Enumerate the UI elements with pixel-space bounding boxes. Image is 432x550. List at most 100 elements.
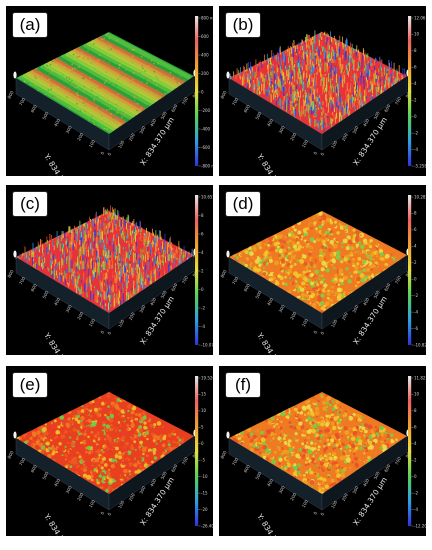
y-tick-label: 300 — [65, 485, 73, 495]
scale-tick-label: -400 — [201, 126, 211, 131]
panel-label: (e) — [12, 372, 48, 398]
y-tick-label: 300 — [65, 304, 73, 314]
y-tick-label: 800 — [6, 90, 14, 100]
y-tick-label: 100 — [301, 318, 309, 328]
scale-tick-label: -600 — [201, 145, 211, 150]
y-axis-title: Y: 834.370 µm — [42, 151, 79, 176]
scale-tick-label: 0 — [201, 89, 204, 94]
scale-tick-label: 12.061 µm — [414, 15, 426, 20]
y-tick-label: 300 — [278, 304, 286, 314]
scale-tick-label: -4 — [201, 324, 205, 329]
scale-tick-label: -800 nm — [201, 163, 213, 168]
y-tick-label: 500 — [254, 111, 262, 121]
y-tick-label: 400 — [266, 478, 274, 488]
y-tick-label: 800 — [219, 90, 227, 100]
y-axis-title: Y: 834.370 µm — [255, 151, 292, 176]
scale-tick-label: -10.073 µm — [201, 342, 213, 347]
scale-tick-label: -5.258 µm — [414, 163, 426, 168]
x-tick-label: 300 — [351, 125, 359, 135]
x-tick-label: 100 — [330, 140, 338, 150]
color-scale-bar — [408, 16, 412, 166]
x-tick-label: 500 — [160, 111, 168, 121]
scale-tick-label: -200 — [201, 108, 211, 113]
corner-marker — [226, 250, 230, 258]
x-tick-label: 500 — [373, 111, 381, 121]
x-tick-label: 400 — [362, 118, 370, 128]
scale-tick-label: 4 — [414, 81, 417, 86]
y-tick-label: 800 — [219, 269, 227, 279]
y-tick-label: 700 — [231, 276, 239, 286]
x-tick-label: 200 — [128, 492, 136, 502]
color-scale-bar — [195, 376, 199, 526]
x-tick-label: 0 — [319, 511, 325, 516]
y-tick-label: 300 — [65, 125, 73, 135]
y-tick-label: 200 — [76, 132, 84, 142]
y-tick-label: 800 — [6, 269, 14, 279]
scale-tick-label: -4 — [414, 147, 418, 152]
scale-tick-label: 6 — [414, 425, 417, 430]
surface-texture — [230, 393, 407, 494]
panel-label: (f) — [225, 372, 261, 398]
scale-tick-label: -2 — [201, 305, 205, 310]
x-tick-label: 200 — [341, 492, 349, 502]
scale-tick-label: 200 — [201, 71, 209, 76]
x-tick-label: 300 — [138, 485, 146, 495]
y-tick-label: 500 — [41, 290, 49, 300]
surface-texture — [16, 32, 194, 134]
scale-tick-label: -26.408 µm — [201, 523, 213, 528]
scale-tick-label: 11.825 µm — [414, 375, 426, 380]
scale-tick-label: -2 — [414, 130, 418, 135]
y-tick-label: 800 — [219, 450, 227, 460]
scale-tick-label: 2 — [414, 260, 417, 265]
panel-label: (b) — [225, 12, 261, 38]
scale-tick-label: 8 — [414, 408, 417, 413]
x-tick-label: 0 — [106, 151, 112, 156]
scale-tick-label: 5 — [201, 425, 204, 430]
scale-tick-label: -2 — [414, 490, 418, 495]
y-tick-label: 500 — [41, 471, 49, 481]
y-tick-label: 200 — [76, 492, 84, 502]
surface-spikes — [229, 30, 406, 80]
x-tick-label: 500 — [373, 290, 381, 300]
x-tick-label: 600 — [170, 103, 178, 113]
panel-label: (c) — [12, 191, 48, 217]
y-tick-label: 0 — [99, 329, 105, 334]
scale-tick-label: -20 — [201, 507, 208, 512]
x-tick-label: 0 — [106, 511, 112, 516]
corner-marker — [226, 71, 230, 79]
y-tick-label: 600 — [30, 104, 38, 114]
y-tick-label: 200 — [289, 492, 297, 502]
y-tick-label: 100 — [301, 139, 309, 149]
y-tick-label: 400 — [266, 118, 274, 128]
x-tick-label: 0 — [319, 330, 325, 335]
scale-tick-label: 0 — [414, 277, 417, 282]
y-tick-label: 600 — [30, 464, 38, 474]
surface-plot: 0100200300400500600700800010020030040050… — [6, 375, 213, 536]
x-tick-label: 700 — [394, 96, 402, 106]
y-tick-label: 0 — [312, 329, 318, 334]
panel-b: 0 100 200 300 400 500 600 700 800 0 100 200 300 400 50… — [219, 6, 426, 176]
scale-tick-label: -12.209 µm — [414, 523, 426, 528]
y-tick-label: 400 — [53, 478, 61, 488]
surface-plot: 0100200300400500600700800010020030040050… — [6, 15, 213, 176]
scale-tick-label: 19.520 µm — [201, 375, 213, 380]
y-tick-label: 0 — [99, 510, 105, 515]
x-tick-label: 400 — [362, 478, 370, 488]
scale-tick-label: 2 — [201, 268, 204, 273]
x-tick-label: 200 — [341, 311, 349, 321]
x-tick-label: 0 — [106, 330, 112, 335]
x-tick-label: 400 — [362, 297, 370, 307]
y-tick-label: 200 — [289, 132, 297, 142]
x-tick-label: 200 — [341, 132, 349, 142]
x-tick-label: 600 — [170, 463, 178, 473]
x-tick-label: 100 — [117, 319, 125, 329]
surface-plot: 0100200300400500600700800010020030040050… — [6, 194, 213, 355]
scale-tick-label: -10.826 µm — [414, 342, 426, 347]
scale-tick-label: 2 — [414, 458, 417, 463]
y-tick-label: 700 — [18, 457, 26, 467]
y-tick-label: 300 — [278, 485, 286, 495]
scale-tick-label: 600 — [201, 34, 209, 39]
x-tick-label: 400 — [149, 478, 157, 488]
y-tick-label: 700 — [231, 97, 239, 107]
y-axis-title: Y: 834.370 µm — [42, 330, 79, 355]
